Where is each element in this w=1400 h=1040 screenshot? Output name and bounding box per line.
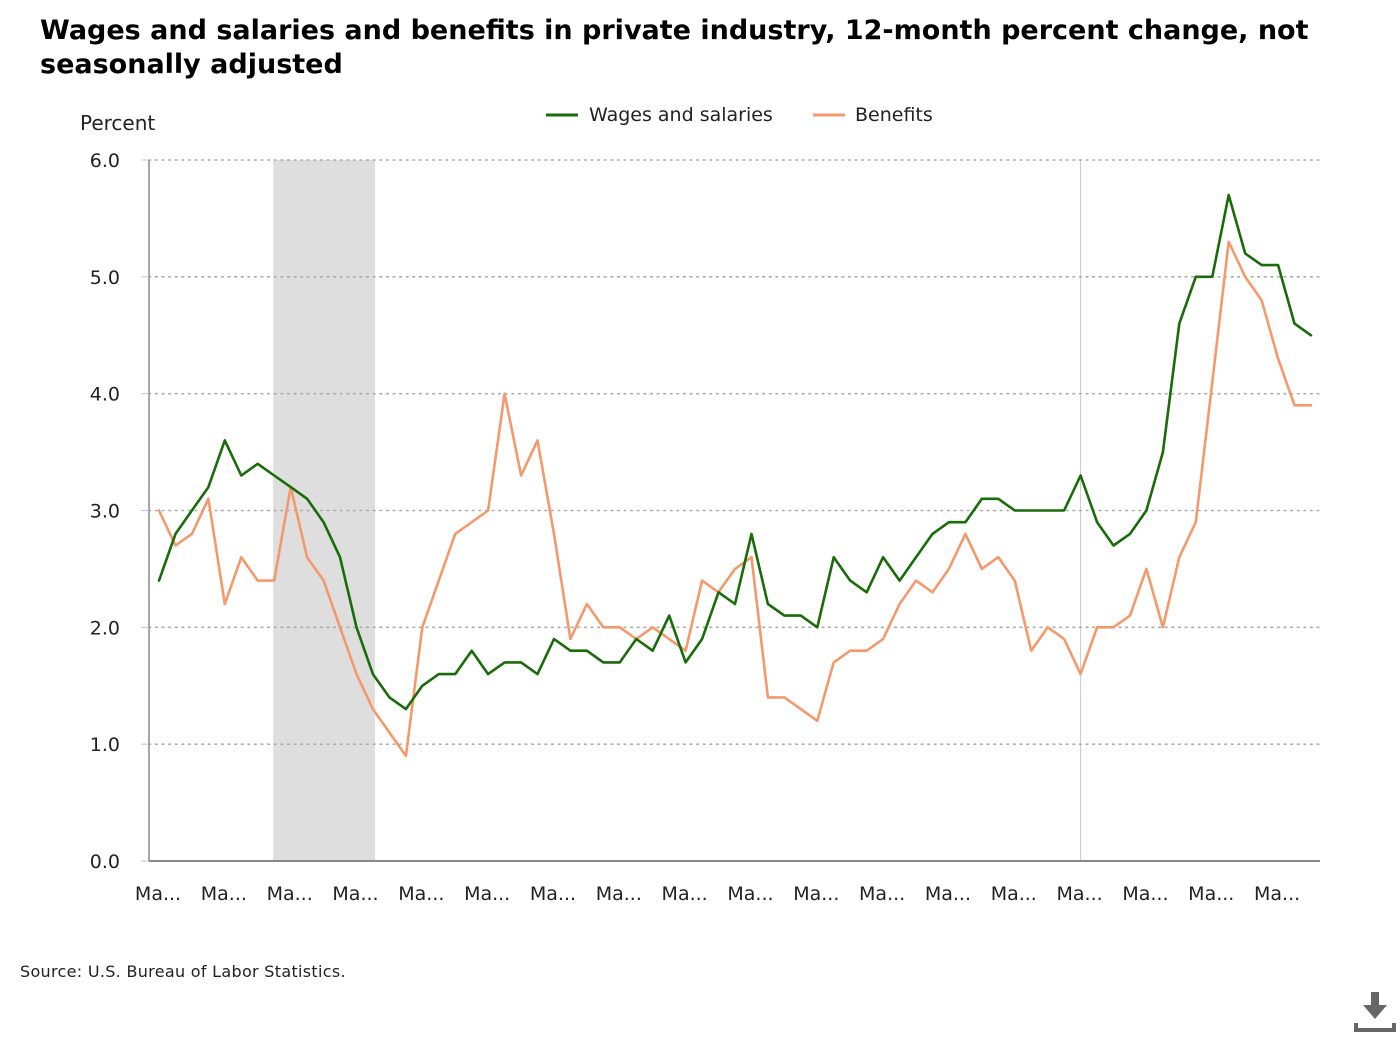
x-tick-label: Ma...: [1254, 883, 1300, 905]
x-tick-label: Ma...: [727, 883, 773, 905]
y-axis-label: Percent: [80, 111, 155, 135]
wages-salaries-line: [157, 193, 1313, 711]
x-tick-label: Ma...: [1057, 883, 1103, 905]
x-tick-label: Ma...: [530, 883, 576, 905]
x-tick-label: Ma...: [596, 883, 642, 905]
y-tick-label: 5.0: [90, 267, 120, 289]
y-tick-label: 6.0: [90, 150, 120, 172]
x-tick-label: Ma...: [991, 883, 1037, 905]
y-tick-label: 0.0: [90, 851, 120, 873]
x-tick-label: Ma...: [859, 883, 905, 905]
benefits-line: [157, 240, 1313, 758]
y-tick-label: 2.0: [90, 617, 120, 639]
x-tick-label: Ma...: [267, 883, 313, 905]
x-tick-label: Ma...: [201, 883, 247, 905]
x-tick-label: Ma...: [662, 883, 708, 905]
legend-label-wages: Wages and salaries: [589, 104, 773, 126]
legend-label-benefits: Benefits: [855, 104, 933, 126]
recession-shading: [273, 160, 375, 861]
download-icon: [1354, 992, 1396, 1032]
x-tick-label: Ma...: [793, 883, 839, 905]
x-tick-label: Ma...: [1122, 883, 1168, 905]
download-button[interactable]: [1352, 990, 1396, 1034]
x-tick-label: Ma...: [135, 883, 181, 905]
y-tick-label: 1.0: [90, 734, 120, 756]
source-note: Source: U.S. Bureau of Labor Statistics.: [20, 962, 346, 981]
y-tick-label: 3.0: [90, 501, 120, 523]
x-tick-label: Ma...: [925, 883, 971, 905]
y-tick-label: 4.0: [90, 384, 120, 406]
chart-title: Wages and salaries and benefits in priva…: [40, 15, 1309, 80]
x-tick-label: Ma...: [398, 883, 444, 905]
x-tick-label: Ma...: [1188, 883, 1234, 905]
x-tick-label: Ma...: [332, 883, 378, 905]
x-tick-label: Ma...: [464, 883, 510, 905]
